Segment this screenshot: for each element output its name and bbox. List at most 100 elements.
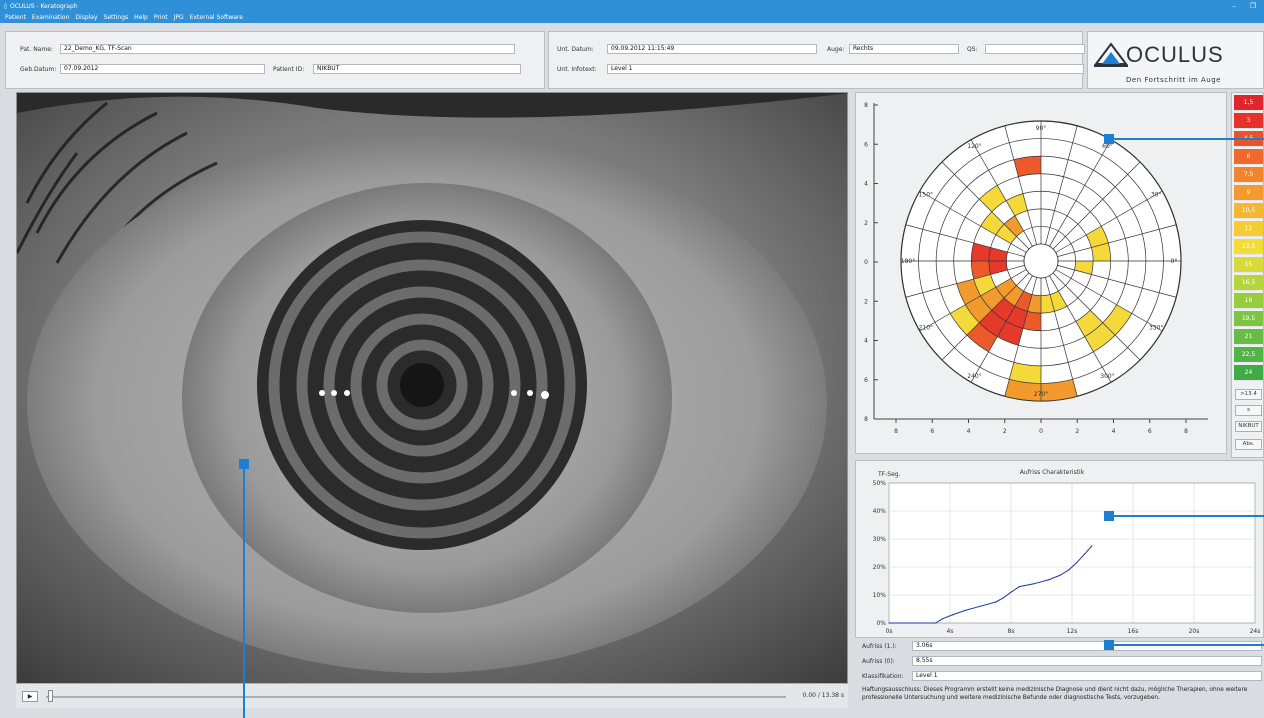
chart-point — [964, 609, 966, 611]
polar-x-tick-label: 6 — [930, 428, 934, 435]
menu-print[interactable]: Print — [153, 14, 168, 21]
polar-cell-31 — [1075, 310, 1103, 337]
polar-spoke-line — [905, 224, 1025, 257]
chart-y-tick-label: 30% — [873, 536, 887, 543]
polar-spoke-line — [1052, 272, 1141, 361]
eye-field[interactable]: Rechts — [849, 44, 959, 54]
polar-angle-label: 210° — [919, 325, 933, 332]
qs-field[interactable] — [985, 44, 1085, 54]
eye-image — [17, 93, 847, 685]
chart-point — [952, 614, 954, 616]
polar-spoke-line — [919, 190, 1027, 253]
polar-angle-label: 180° — [901, 258, 915, 265]
play-button[interactable]: ▶ — [22, 691, 38, 702]
polar-x-tick-label: 6 — [1148, 428, 1152, 435]
polar-spoke-line — [1045, 277, 1078, 397]
oculus-logo-icon — [1094, 42, 1128, 67]
exam-date-field[interactable]: 09.09.2012 11:15:49 — [607, 44, 817, 54]
chart-point — [995, 601, 997, 603]
qs-label: QS: — [967, 45, 978, 53]
title-bar: ◊ OCULUS - Keratograph – ❐ — [0, 0, 1264, 12]
polar-spoke-line — [941, 161, 1030, 250]
klass-field[interactable]: Level 1 — [912, 671, 1262, 681]
tearfilm-chart: Aufriss Charakteristik TF-Seg. 0s 4s 8s 12s 16… — [873, 469, 1261, 635]
polar-cell-11 — [971, 261, 991, 280]
result-klassifikation: Klassifikation: Level 1 — [862, 671, 1262, 681]
polar-cell-20 — [979, 310, 1007, 337]
polar-y-tick-label: 2 — [864, 220, 868, 227]
chart-point — [1033, 583, 1035, 585]
polar-cell-33 — [1102, 304, 1132, 336]
scale-cell-9: 15 — [1234, 257, 1263, 273]
scale-cell-14: 22,5 — [1234, 347, 1263, 363]
polar-angle-label: 240° — [967, 373, 981, 380]
menu-external-software[interactable]: External Software — [189, 14, 243, 21]
infotext-field[interactable]: Level 1 — [607, 64, 1084, 74]
aufriss1-field[interactable]: 3.06s — [912, 641, 1262, 651]
polar-cell-27 — [1022, 311, 1041, 331]
polar-y-tick-label: 4 — [864, 181, 868, 188]
scale-cell-13: 21 — [1234, 329, 1263, 345]
chart-x-tick-label: 12s — [1067, 628, 1078, 635]
polar-spoke-line — [970, 275, 1033, 383]
polar-cell-2 — [979, 185, 1007, 212]
chart-x-tick-label: 4s — [947, 628, 954, 635]
chart-point — [1002, 597, 1004, 599]
eye-label: Auge: — [827, 45, 845, 53]
polar-angle-label: 270° — [1034, 391, 1048, 398]
polar-x-tick-label: 4 — [1112, 428, 1116, 435]
callout-line-chart — [1114, 515, 1264, 517]
polar-cell-3 — [980, 211, 1005, 235]
polar-center — [1023, 243, 1059, 279]
seconds-button[interactable]: s — [1235, 405, 1262, 416]
patient-id-field[interactable]: NIKBUT — [313, 64, 521, 74]
chart-point — [1010, 591, 1012, 593]
abs-button[interactable]: Abs. — [1235, 439, 1262, 450]
infotext-label: Unt. Infotext: — [557, 65, 597, 73]
callout-line-eye — [243, 469, 245, 718]
logo-tagline: Den Fortschritt im Auge — [1126, 76, 1221, 84]
polar-spoke-line — [970, 139, 1033, 247]
polar-spoke-line — [1049, 275, 1112, 383]
restore-button[interactable]: ❐ — [1249, 2, 1256, 10]
chart-point — [1059, 574, 1061, 576]
polar-spoke-line — [1052, 161, 1141, 250]
aufriss0-field[interactable]: 8.55s — [912, 656, 1262, 666]
polar-cell-1 — [1006, 193, 1028, 216]
disclaimer-text: Haftungsausschluss: Dieses Programm erst… — [862, 687, 1248, 701]
patient-name-field[interactable]: 22_Demo_KG, TF-Scan — [60, 44, 515, 54]
chart-x-tick-label: 0s — [886, 628, 893, 635]
polar-cell-6 — [1086, 226, 1109, 248]
polar-spoke-line — [1045, 125, 1078, 245]
dob-field[interactable]: 07.09.2012 — [60, 64, 265, 74]
polar-cell-30 — [1041, 379, 1078, 401]
minimize-button[interactable]: – — [1232, 2, 1236, 10]
chart-point — [1048, 579, 1050, 581]
chart-x-tick-label: 20s — [1189, 628, 1200, 635]
nikbut-button[interactable]: NIKBUT — [1235, 421, 1262, 432]
polar-angle-label: 300° — [1100, 373, 1114, 380]
menu-display[interactable]: Display — [75, 14, 98, 21]
menu-patient[interactable]: Patient — [5, 14, 26, 21]
menu-examination[interactable]: Examination — [31, 14, 70, 21]
callout-dot-eye — [239, 459, 249, 469]
color-scale: 1,534,567,5910,51213,51516,51819,52122,5… — [1231, 92, 1264, 458]
menu-help[interactable]: Help — [134, 14, 148, 21]
timeline-track[interactable] — [46, 696, 786, 698]
threshold-button[interactable]: >13.4 — [1235, 389, 1262, 400]
menu-settings[interactable]: Settings — [103, 14, 129, 21]
menu-jpg[interactable]: JPG — [173, 14, 184, 21]
scale-cell-5: 9 — [1234, 185, 1263, 201]
polar-y-tick-label: 8 — [864, 102, 868, 109]
window-title: OCULUS - Keratograph — [9, 2, 78, 10]
polar-cell-32 — [1084, 322, 1116, 352]
klass-label: Klassifikation: — [862, 672, 904, 680]
timeline-slider[interactable] — [48, 690, 53, 702]
logo-brand: OCULUS — [1126, 42, 1224, 67]
polar-angle-label: 90° — [1036, 125, 1047, 132]
chart-point — [1075, 562, 1078, 564]
eye-image-view[interactable] — [16, 92, 848, 708]
polar-spoke-line — [941, 272, 1030, 361]
polar-angle-label: 30° — [1151, 192, 1162, 199]
polar-x-tick-label: 8 — [1184, 428, 1188, 435]
